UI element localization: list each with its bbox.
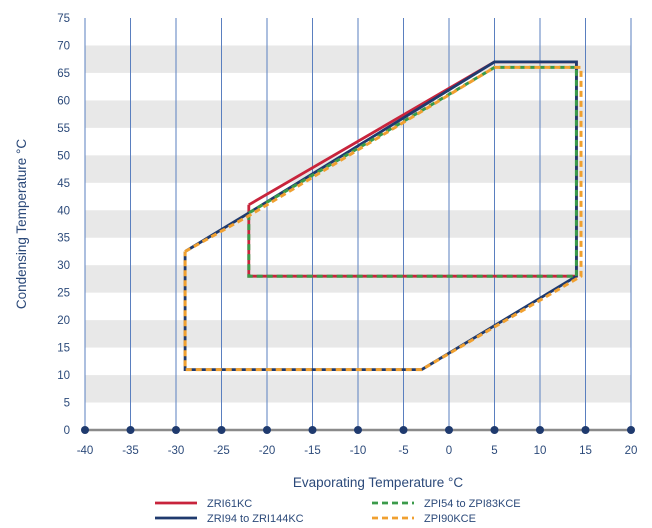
legend-label-3: ZPI54 to ZPI83KCE — [424, 498, 521, 510]
x-axis-tick-dot — [308, 426, 317, 434]
x-tick-label: 0 — [446, 445, 452, 457]
x-axis-tick-dot — [126, 426, 135, 434]
y-tick-label: 15 — [57, 343, 70, 355]
x-tick-label: -40 — [77, 445, 94, 457]
x-axis-tick-dot — [490, 426, 499, 434]
y-tick-label: 40 — [57, 205, 70, 217]
y-axis-title: Condensing Temperature °C — [14, 139, 29, 309]
y-tick-label: 70 — [57, 40, 70, 52]
series-line-3 — [247, 65, 578, 278]
y-tick-label: 65 — [57, 68, 70, 80]
y-tick-label: 60 — [57, 95, 70, 107]
x-axis-tick-dot — [581, 426, 590, 434]
y-tick-label: 25 — [57, 288, 70, 300]
legend-label-1: ZRI61KC — [207, 498, 252, 510]
x-axis-tick-dot — [172, 426, 180, 434]
y-tick-label: 10 — [57, 370, 70, 382]
x-axis-tick-dot — [627, 426, 635, 434]
x-axis-tick-dot — [263, 426, 271, 434]
x-tick-label: 20 — [625, 445, 638, 457]
legend: ZRI61KC ZRI94 to ZRI144KC ZPI54 to ZPI83KC… — [155, 498, 521, 525]
y-tick-labels: 0 5 10 15 20 25 30 35 40 45 50 55 60 65 70 75 — [57, 13, 70, 437]
y-tick-label: 20 — [57, 315, 70, 327]
y-tick-label: 5 — [64, 398, 70, 410]
y-tick-label: 45 — [57, 178, 70, 190]
grid-vertical-lines — [84, 18, 632, 430]
x-axis-title: Evaporating Temperature °C — [293, 475, 463, 490]
x-tick-label: -25 — [213, 445, 230, 457]
series-line-2 — [183, 60, 578, 372]
x-axis-tick-dot — [217, 426, 226, 434]
x-tick-label: -30 — [168, 445, 185, 457]
y-tick-label: 75 — [57, 13, 70, 25]
x-axis-tick-dot — [81, 426, 89, 434]
x-tick-label: -15 — [304, 445, 321, 457]
x-axis-tick-dot — [536, 426, 544, 434]
y-tick-label: 50 — [57, 150, 70, 162]
x-tick-label: 10 — [534, 445, 547, 457]
x-tick-label: 5 — [491, 445, 497, 457]
x-tick-label: 15 — [579, 445, 592, 457]
series-line-4 — [183, 65, 583, 372]
x-tick-labels: -40 -35 -30 -25 -20 -15 -10 -5 0 5 10 15 20 — [77, 445, 638, 457]
x-axis-tick-dot — [354, 426, 362, 434]
x-axis-tick-dot — [445, 426, 453, 434]
y-tick-label: 35 — [57, 233, 70, 245]
x-tick-label: -20 — [259, 445, 276, 457]
x-tick-label: -10 — [350, 445, 367, 457]
x-tick-label: -35 — [122, 445, 139, 457]
y-tick-label: 0 — [64, 425, 70, 437]
x-axis-tick-markers — [81, 426, 635, 434]
y-tick-label: 55 — [57, 123, 70, 135]
series-group — [183, 60, 583, 372]
x-tick-label: -5 — [398, 445, 408, 457]
y-tick-label: 30 — [57, 260, 70, 272]
legend-label-4: ZPI90KCE — [424, 513, 476, 525]
x-axis-tick-dot — [399, 426, 408, 434]
legend-label-2: ZRI94 to ZRI144KC — [207, 513, 304, 525]
